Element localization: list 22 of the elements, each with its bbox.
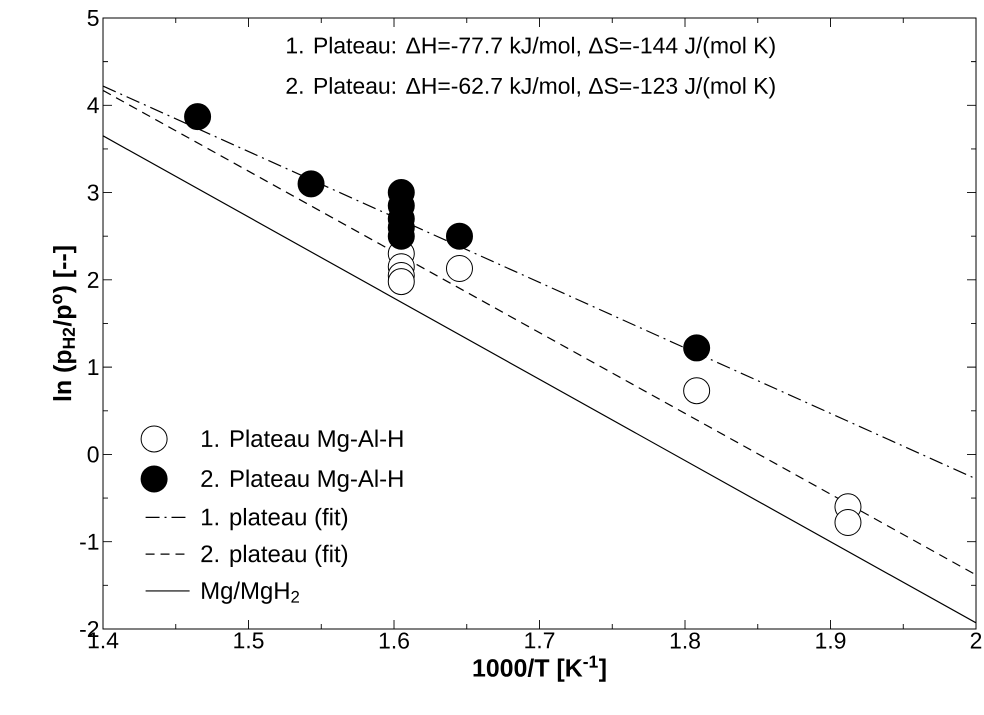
y-tick-label: 2 — [88, 272, 98, 288]
x-axis-title: 1000/T [K$^{-1}$] — [474, 656, 606, 682]
y-tick-label: 1 — [88, 359, 98, 376]
legend-label: 2. Plateau Mg-Al-H — [201, 470, 402, 492]
y-axis-title: ln (p$_{H2}$/p$^{o}$) [--] — [52, 246, 76, 400]
x-tick-label: 1.5 — [234, 632, 264, 648]
legend-label: 1. plateau (fit) — [202, 508, 348, 530]
annotation: 1. Plateau: ΔH=-77.7 kJ/mol, ΔS=-144 J/(mol K) — [287, 36, 775, 58]
legend-label: Mg/MgH$_{2}$ — [202, 582, 300, 604]
y-tick-label: -1 — [80, 534, 98, 550]
legend-label: 2. plateau (fit) — [201, 544, 348, 568]
y-tick-label: 5 — [88, 10, 99, 26]
x-tick-label: 1.7 — [525, 632, 554, 648]
y-tick-label: 4 — [87, 97, 99, 114]
legend-label: 1. Plateau Mg-Al-H — [202, 430, 402, 452]
y-tick-label: 3 — [88, 184, 98, 201]
x-tick-label: 2 — [970, 632, 982, 649]
y-tick-label: 0 — [88, 446, 99, 463]
x-tick-label: 1.8 — [670, 632, 700, 649]
x-tick-label: 1.9 — [816, 632, 846, 649]
x-tick-label: 1.6 — [380, 632, 409, 649]
annotation: 2. Plateau: ΔH=-62.7 kJ/mol, ΔS=-123 J/(mol K) — [286, 77, 775, 98]
